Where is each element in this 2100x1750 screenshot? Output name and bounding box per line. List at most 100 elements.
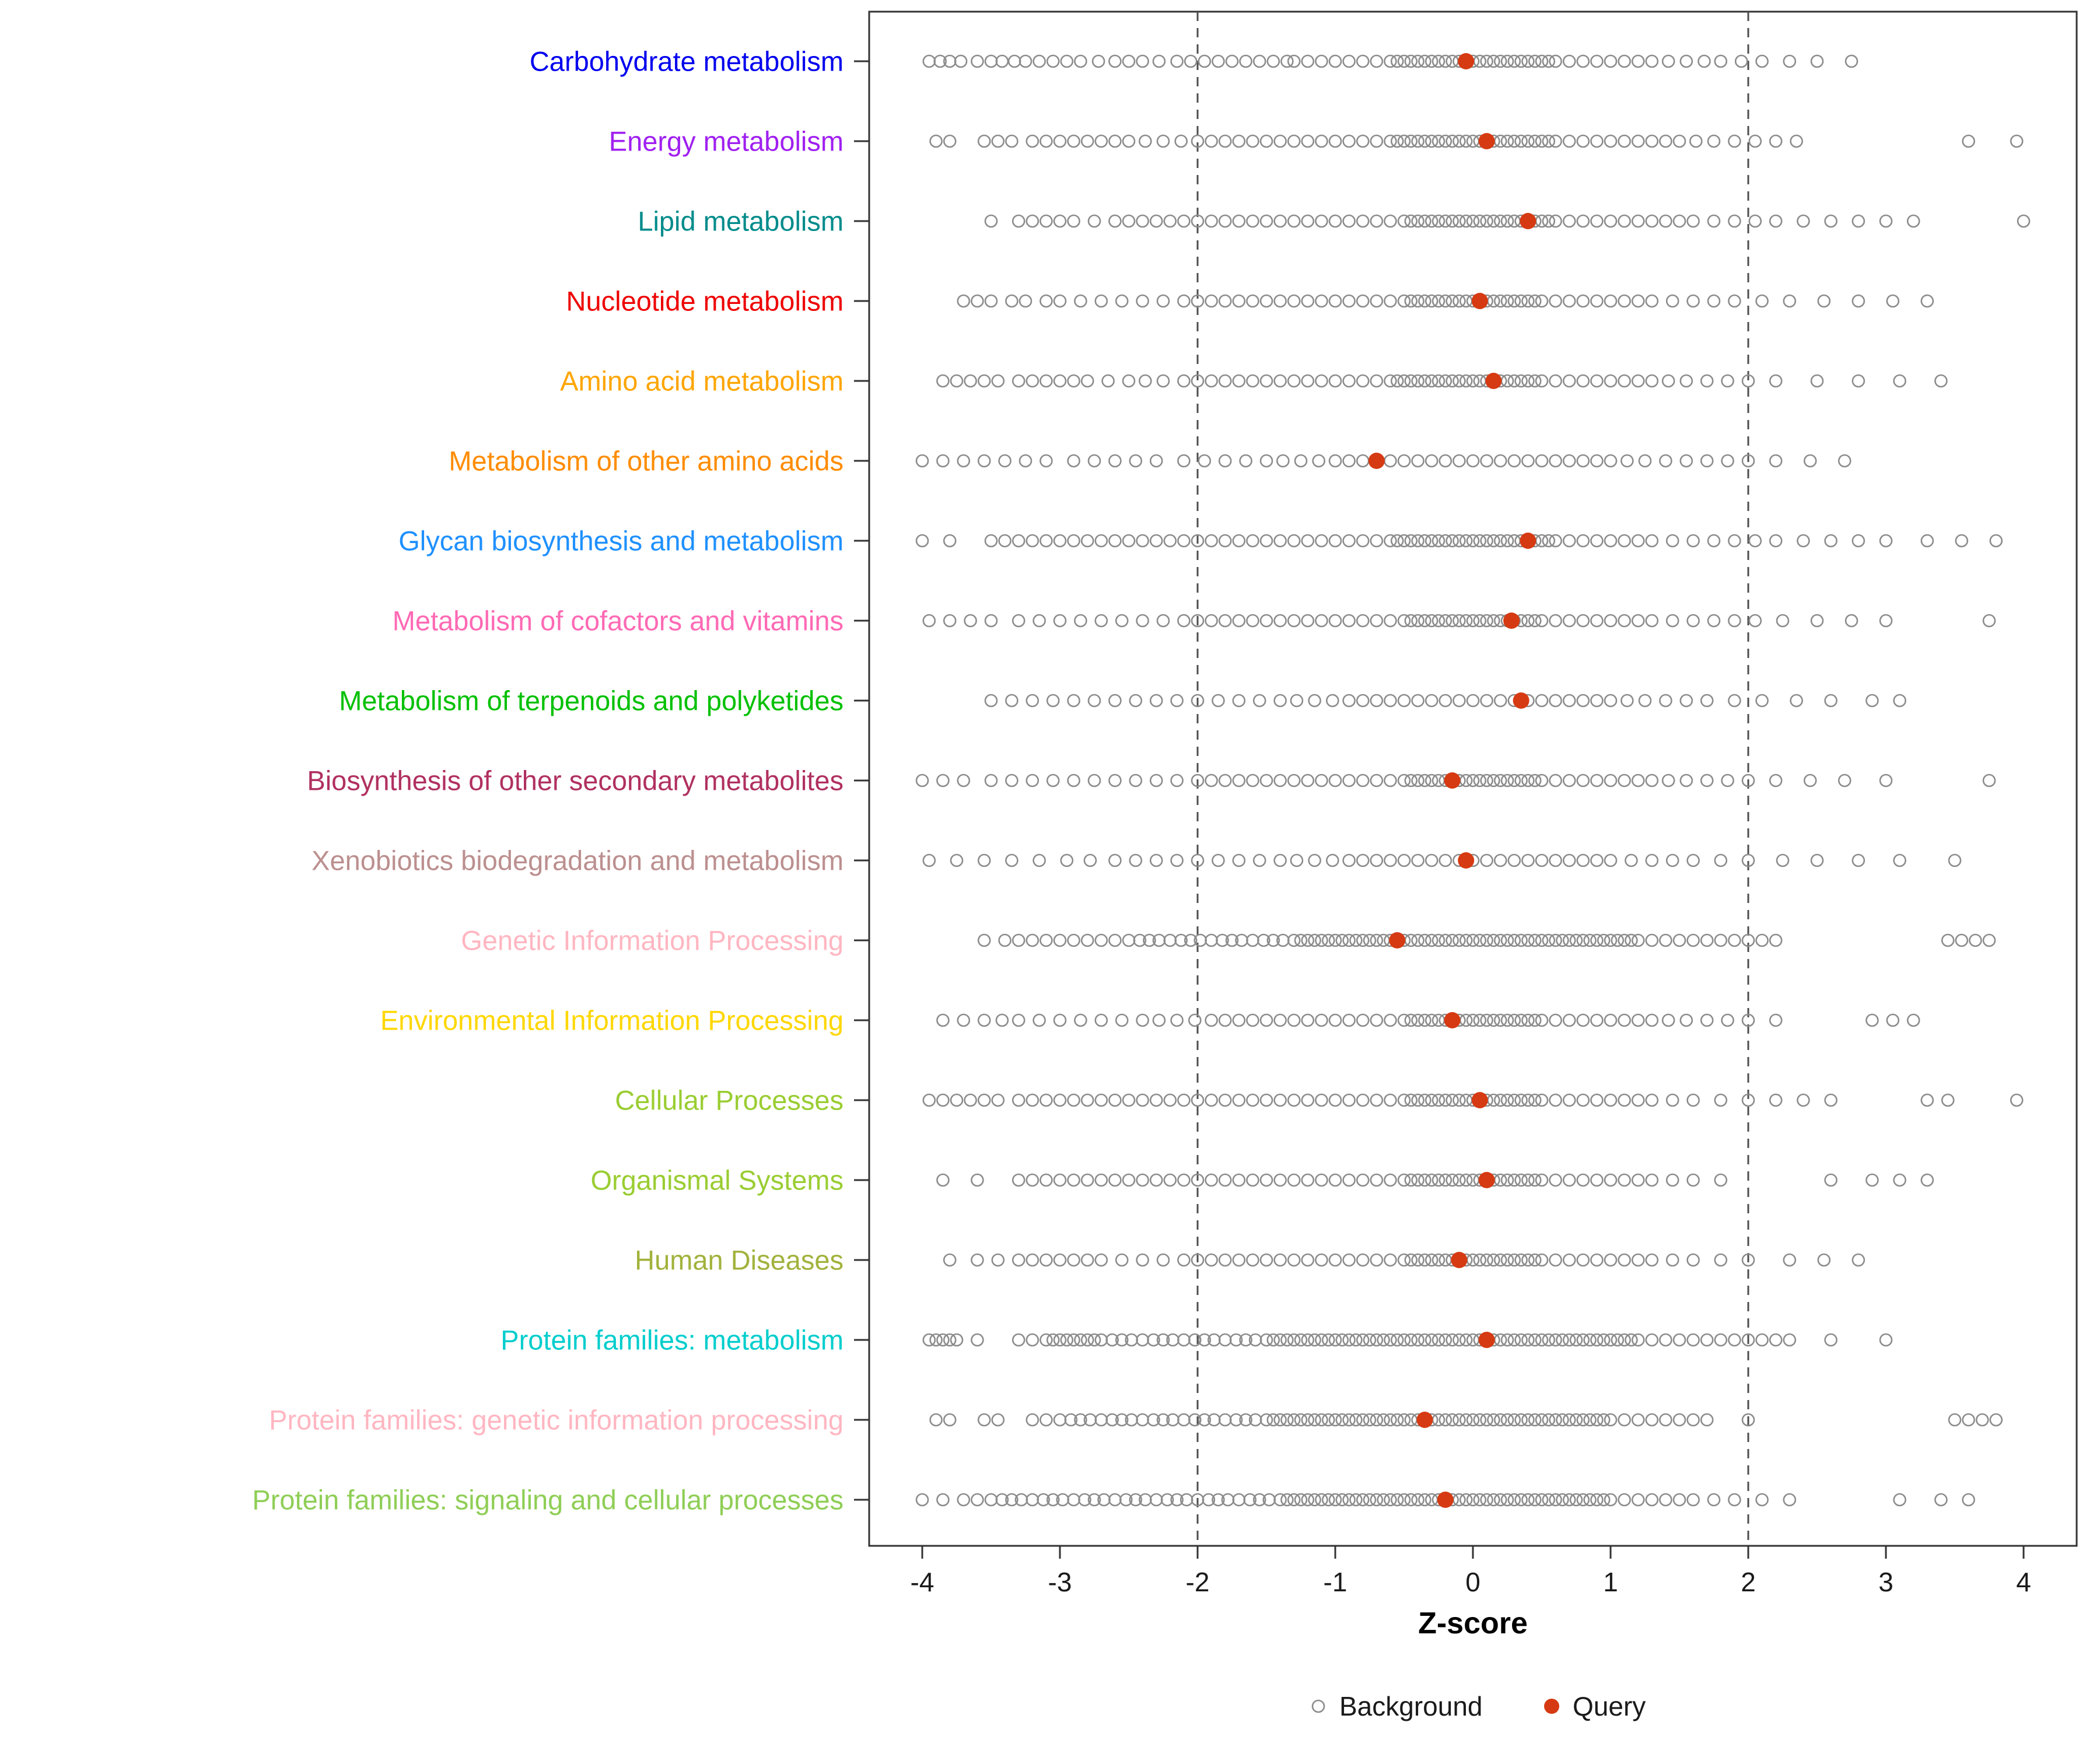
- background-point: [1686, 1173, 1700, 1187]
- background-point: [1446, 933, 1459, 947]
- background-point: [991, 1253, 1005, 1267]
- background-point: [1266, 1413, 1280, 1427]
- background-point: [1273, 1493, 1287, 1507]
- background-point: [1094, 933, 1108, 947]
- background-point: [1067, 694, 1080, 708]
- background-point: [1108, 214, 1122, 228]
- background-point: [1493, 853, 1507, 867]
- background-point: [1989, 1413, 2003, 1427]
- background-point: [1384, 1013, 1397, 1027]
- background-point: [1418, 1333, 1432, 1347]
- background-point: [1397, 1493, 1411, 1507]
- background-point: [1487, 214, 1500, 228]
- background-point: [1040, 1173, 1053, 1187]
- background-point: [1583, 1413, 1597, 1427]
- background-point: [1370, 1013, 1384, 1027]
- background-point: [1941, 933, 1955, 947]
- background-point: [1037, 1493, 1050, 1507]
- background-point: [984, 294, 998, 308]
- background-point: [1604, 1413, 1618, 1427]
- background-point: [1686, 1253, 1700, 1267]
- background-point: [1824, 534, 1838, 548]
- background-point: [1384, 1093, 1397, 1107]
- background-point: [1810, 853, 1824, 867]
- background-point: [1335, 933, 1349, 947]
- background-point: [1342, 534, 1356, 548]
- background-point: [1487, 54, 1500, 68]
- background-point: [1576, 134, 1590, 148]
- background-point: [1514, 1173, 1528, 1187]
- background-point: [1528, 1333, 1542, 1347]
- background-point: [1294, 1413, 1308, 1427]
- background-point: [1218, 774, 1232, 788]
- background-point: [1604, 214, 1618, 228]
- background-point: [1590, 1493, 1604, 1507]
- background-point: [1438, 1093, 1452, 1107]
- background-point: [1170, 853, 1184, 867]
- background-point: [1480, 774, 1493, 788]
- background-point: [1328, 134, 1342, 148]
- background-point: [1315, 1173, 1328, 1187]
- background-point: [1218, 1093, 1232, 1107]
- background-point: [1232, 134, 1246, 148]
- background-point: [1087, 774, 1101, 788]
- background-point: [1384, 294, 1397, 308]
- background-point: [1156, 374, 1170, 388]
- background-point: [1473, 534, 1487, 548]
- background-point: [1064, 1413, 1078, 1427]
- background-point: [1356, 1413, 1370, 1427]
- background-point: [1404, 933, 1418, 947]
- background-point: [1459, 294, 1473, 308]
- background-point: [1019, 454, 1032, 468]
- background-point: [1404, 1093, 1418, 1107]
- background-point: [1115, 294, 1129, 308]
- background-point: [1714, 1173, 1728, 1187]
- background-point: [1604, 1333, 1618, 1347]
- background-point: [1390, 534, 1404, 548]
- background-point: [1500, 1333, 1514, 1347]
- background-point: [1397, 1333, 1411, 1347]
- background-point: [1273, 374, 1287, 388]
- background-point: [1645, 1093, 1659, 1107]
- background-point: [1060, 853, 1074, 867]
- background-point: [1308, 694, 1321, 708]
- background-point: [1012, 534, 1026, 548]
- background-point: [1741, 1333, 1755, 1347]
- background-point: [1026, 1333, 1040, 1347]
- background-point: [1700, 1413, 1714, 1427]
- background-point: [1741, 1253, 1755, 1267]
- background-point: [1152, 54, 1166, 68]
- background-point: [1019, 54, 1032, 68]
- background-point: [1328, 454, 1342, 468]
- background-point: [1246, 214, 1259, 228]
- background-point: [1631, 1093, 1645, 1107]
- background-point: [1424, 54, 1438, 68]
- background-point: [1686, 933, 1700, 947]
- background-point: [1604, 1093, 1618, 1107]
- background-point: [1177, 1413, 1191, 1427]
- background-point: [1026, 134, 1040, 148]
- background-point: [1679, 454, 1693, 468]
- background-point: [1149, 774, 1163, 788]
- background-point: [1259, 774, 1273, 788]
- background-point: [1046, 1333, 1060, 1347]
- background-point: [1590, 1413, 1604, 1427]
- background-point: [1542, 534, 1556, 548]
- background-point: [1438, 534, 1452, 548]
- background-point: [1659, 1493, 1672, 1507]
- background-point: [1941, 1093, 1955, 1107]
- background-point: [1686, 614, 1700, 628]
- background-point: [1679, 54, 1693, 68]
- background-point: [1549, 853, 1562, 867]
- query-point: [1513, 692, 1530, 709]
- background-point: [1535, 374, 1549, 388]
- background-point: [1625, 933, 1638, 947]
- background-point: [1252, 54, 1266, 68]
- background-point: [1191, 694, 1205, 708]
- background-point: [1287, 1013, 1301, 1027]
- background-point: [1707, 214, 1721, 228]
- background-point: [1480, 1013, 1493, 1027]
- background-point: [1188, 1413, 1202, 1427]
- background-point: [1521, 1253, 1535, 1267]
